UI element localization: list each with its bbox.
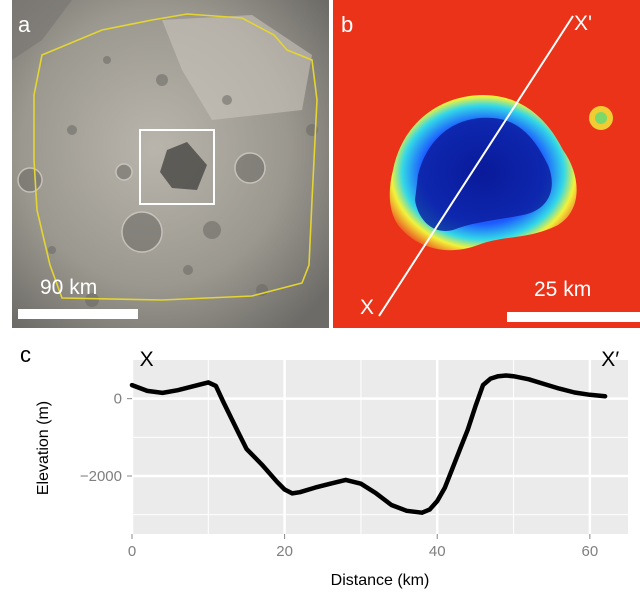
profile-endpoint-label: X [140, 348, 154, 371]
scale-label-b: 25 km [534, 278, 592, 301]
axis-ticks: 0 20 40 60 0 −2000 [80, 391, 598, 560]
panel-b-elevation-map: b X' X 25 km [333, 0, 640, 328]
profile-start-label: X [360, 296, 375, 319]
scale-label-a: 90 km [40, 276, 98, 299]
panel-label-a: a [18, 12, 31, 37]
region-outline [33, 13, 318, 301]
elevation-color-map [333, 0, 640, 328]
cratered-terrain-image [12, 0, 329, 328]
y-axis-label: Elevation (m) [35, 401, 52, 495]
x-tick-label: 0 [128, 543, 136, 560]
panel-label-c: c [20, 342, 31, 367]
panel-a-image: a 90 km [12, 0, 329, 328]
scale-bar-b [507, 312, 640, 322]
elevation-profile-chart: c 0 20 40 60 0 −2000 X X′ Distance (km) Elevat… [20, 342, 628, 589]
y-tick-label: 0 [114, 391, 122, 408]
x-tick-label: 20 [276, 543, 293, 560]
x-axis-label: Distance (km) [331, 572, 430, 589]
y-tick-label: −2000 [80, 468, 122, 485]
x-tick-label: 60 [582, 543, 599, 560]
profile-end-label: X' [574, 12, 593, 35]
grid-lines [130, 360, 628, 534]
profile-line [378, 15, 574, 317]
elevation-profile-line [129, 373, 608, 515]
profile-annotations: X X′ [140, 348, 620, 371]
scale-bar-a [18, 309, 138, 319]
panel-label-b: b [341, 12, 354, 37]
x-tick-label: 40 [429, 543, 446, 560]
inset-box [139, 129, 215, 205]
profile-endpoint-label: X′ [601, 348, 619, 371]
plot-background [132, 360, 628, 534]
